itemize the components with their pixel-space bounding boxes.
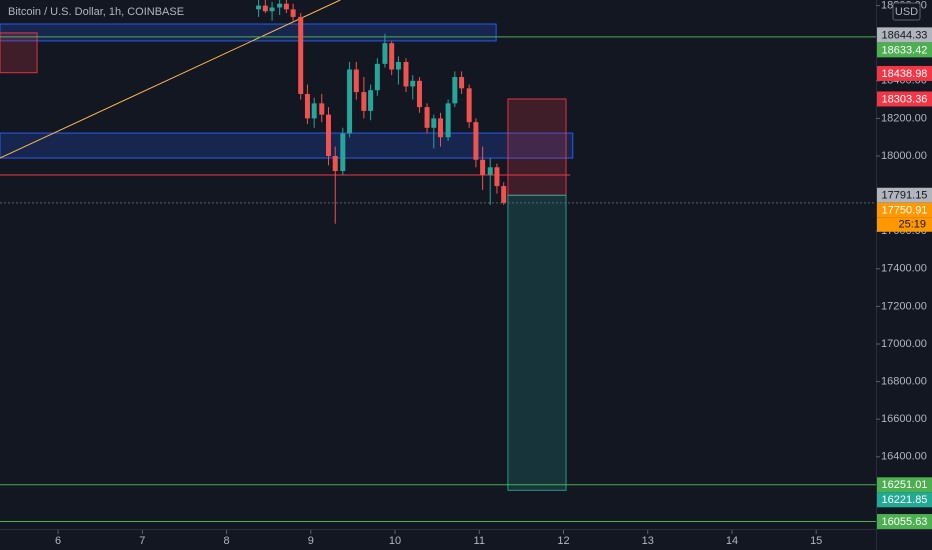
candle-body bbox=[445, 103, 451, 138]
price-label: 18303.36 bbox=[882, 93, 928, 105]
candle-body bbox=[389, 43, 395, 70]
drawing-line bbox=[0, 0, 341, 159]
candle-body bbox=[269, 7, 275, 12]
candle-body bbox=[277, 3, 283, 8]
price-label-box bbox=[877, 42, 932, 58]
x-tick-label: 7 bbox=[139, 535, 145, 547]
candle-body bbox=[262, 5, 268, 12]
y-tick-label: 18200.00 bbox=[881, 112, 927, 124]
y-tick-label: 18000.00 bbox=[881, 150, 927, 162]
candle-body bbox=[480, 159, 486, 175]
candle-body bbox=[340, 133, 346, 172]
candle-body bbox=[256, 5, 262, 10]
countdown: 25:19 bbox=[898, 219, 926, 231]
candle-body bbox=[501, 186, 507, 203]
x-tick-label: 14 bbox=[726, 535, 738, 547]
y-tick-label: 17000.00 bbox=[881, 338, 927, 350]
candle-body bbox=[368, 90, 374, 111]
candle-body bbox=[304, 93, 310, 119]
price-label-box bbox=[877, 202, 932, 218]
currency-box[interactable] bbox=[892, 2, 921, 21]
candle-body bbox=[382, 43, 388, 64]
price-label: 17791.15 bbox=[882, 190, 928, 202]
candle-body bbox=[347, 69, 353, 134]
candle-body bbox=[361, 92, 367, 111]
candle-body bbox=[487, 167, 493, 175]
currency[interactable]: USD bbox=[895, 6, 918, 18]
y-tick-label: 17200.00 bbox=[881, 300, 927, 312]
candle-body bbox=[424, 107, 430, 128]
x-tick-label: 13 bbox=[642, 535, 654, 547]
candle-body bbox=[311, 103, 317, 119]
price-label-box bbox=[877, 492, 932, 508]
price-label: 16055.63 bbox=[882, 516, 928, 528]
x-tick-label: 10 bbox=[389, 535, 401, 547]
zone bbox=[0, 132, 574, 159]
candle-body bbox=[319, 103, 325, 115]
x-tick-label: 6 bbox=[55, 535, 61, 547]
y-tick-label: 17400.00 bbox=[881, 263, 927, 275]
x-tick-label: 12 bbox=[557, 535, 569, 547]
countdown-box bbox=[877, 217, 932, 232]
price-label: 18633.42 bbox=[882, 44, 928, 56]
candle-body bbox=[466, 88, 472, 123]
candle-body bbox=[403, 62, 409, 87]
candle-body bbox=[395, 62, 401, 70]
zone bbox=[507, 194, 567, 491]
candle-body bbox=[298, 16, 304, 94]
x-tick-label: 8 bbox=[224, 535, 230, 547]
zone bbox=[0, 32, 38, 74]
candle-body bbox=[473, 122, 479, 160]
chart-title: Bitcoin / U.S. Dollar, 1h, COINBASE bbox=[8, 6, 184, 18]
candle-body bbox=[459, 77, 465, 89]
y-tick-label: 16800.00 bbox=[881, 376, 927, 388]
candle-body bbox=[353, 69, 359, 93]
candle-body bbox=[416, 80, 422, 108]
price-label-box bbox=[877, 65, 932, 81]
axes: 18800.0018400.0018200.0018000.0017600.00… bbox=[55, 0, 932, 547]
candle-body bbox=[326, 114, 331, 156]
x-tick-label: 11 bbox=[474, 535, 485, 547]
candle-body bbox=[494, 167, 500, 187]
price-label-box bbox=[877, 27, 932, 43]
candle-body bbox=[283, 3, 289, 10]
candle-body bbox=[410, 80, 416, 87]
candle-body bbox=[452, 77, 458, 104]
x-tick-label: 9 bbox=[308, 535, 314, 547]
price-label-box bbox=[877, 187, 932, 203]
candle-body bbox=[374, 63, 380, 91]
price-label: 17750.91 bbox=[882, 205, 928, 217]
candle-body bbox=[431, 118, 437, 128]
price-label: 18644.33 bbox=[882, 29, 928, 41]
price-label: 16221.85 bbox=[882, 494, 928, 506]
price-label: 18438.98 bbox=[882, 68, 928, 80]
price-label-box bbox=[877, 477, 932, 493]
price-label-box bbox=[877, 514, 932, 530]
x-tick-label: 15 bbox=[810, 535, 822, 547]
y-tick-label: 16600.00 bbox=[881, 413, 927, 425]
plot-area bbox=[0, 0, 876, 523]
price-label: 16251.01 bbox=[882, 479, 928, 491]
zone bbox=[0, 23, 497, 42]
price-label-box bbox=[877, 91, 932, 107]
zone bbox=[507, 98, 567, 196]
candle-body bbox=[332, 155, 338, 172]
y-tick-label: 16400.00 bbox=[881, 451, 927, 463]
candle-body bbox=[438, 118, 444, 138]
candle-body bbox=[290, 9, 296, 17]
